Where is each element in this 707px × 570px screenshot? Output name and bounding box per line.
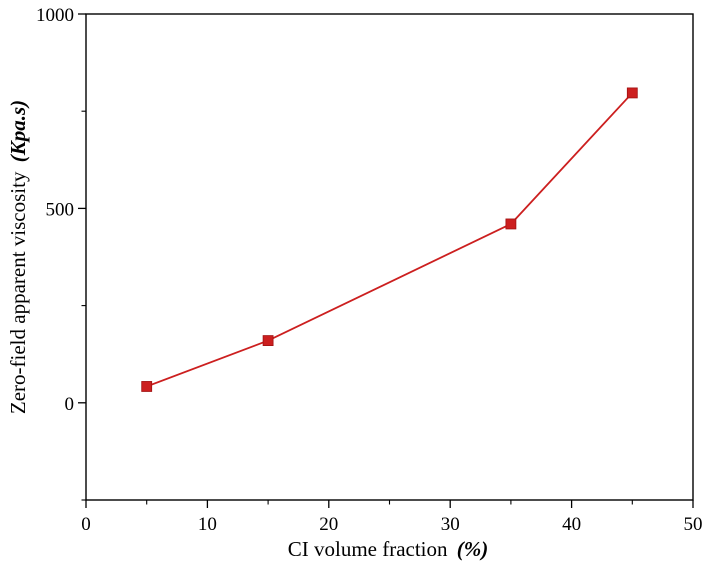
y-axis-label-text: Zero-field apparent viscosity [6, 171, 30, 414]
series-line [146, 92, 633, 388]
axis-ticks [78, 13, 694, 508]
y-tick-labels: 0 500 1000 [36, 5, 74, 415]
x-axis-label-text: CI volume fraction [288, 537, 448, 561]
data-point-marker [626, 87, 638, 99]
data-point-marker [262, 335, 274, 346]
plot-border [85, 13, 694, 501]
plot-frame [85, 13, 694, 501]
y-tick-label: 1000 [36, 5, 74, 26]
x-tick-label: 50 [684, 514, 703, 535]
x-axis-unit: (%) [457, 537, 488, 561]
y-tick-label: 500 [46, 199, 75, 220]
x-axis-title: CI volume fraction (%) [288, 537, 489, 561]
y-axis-unit: (Kpa.s) [6, 100, 30, 162]
data-point-marker [141, 381, 153, 392]
y-tick-label: 0 [65, 394, 75, 415]
x-tick-label: 0 [81, 514, 91, 535]
y-axis-title: Zero-field apparent viscosity (Kpa.s) [6, 100, 30, 414]
x-tick-label: 20 [319, 514, 338, 535]
data-markers [141, 87, 638, 392]
x-tick-labels: 0 10 20 30 40 50 [81, 514, 702, 535]
series-lines [146, 92, 633, 388]
x-tick-label: 40 [562, 514, 581, 535]
data-point-marker [505, 218, 517, 230]
x-tick-label: 10 [198, 514, 217, 535]
x-tick-label: 30 [441, 514, 460, 535]
